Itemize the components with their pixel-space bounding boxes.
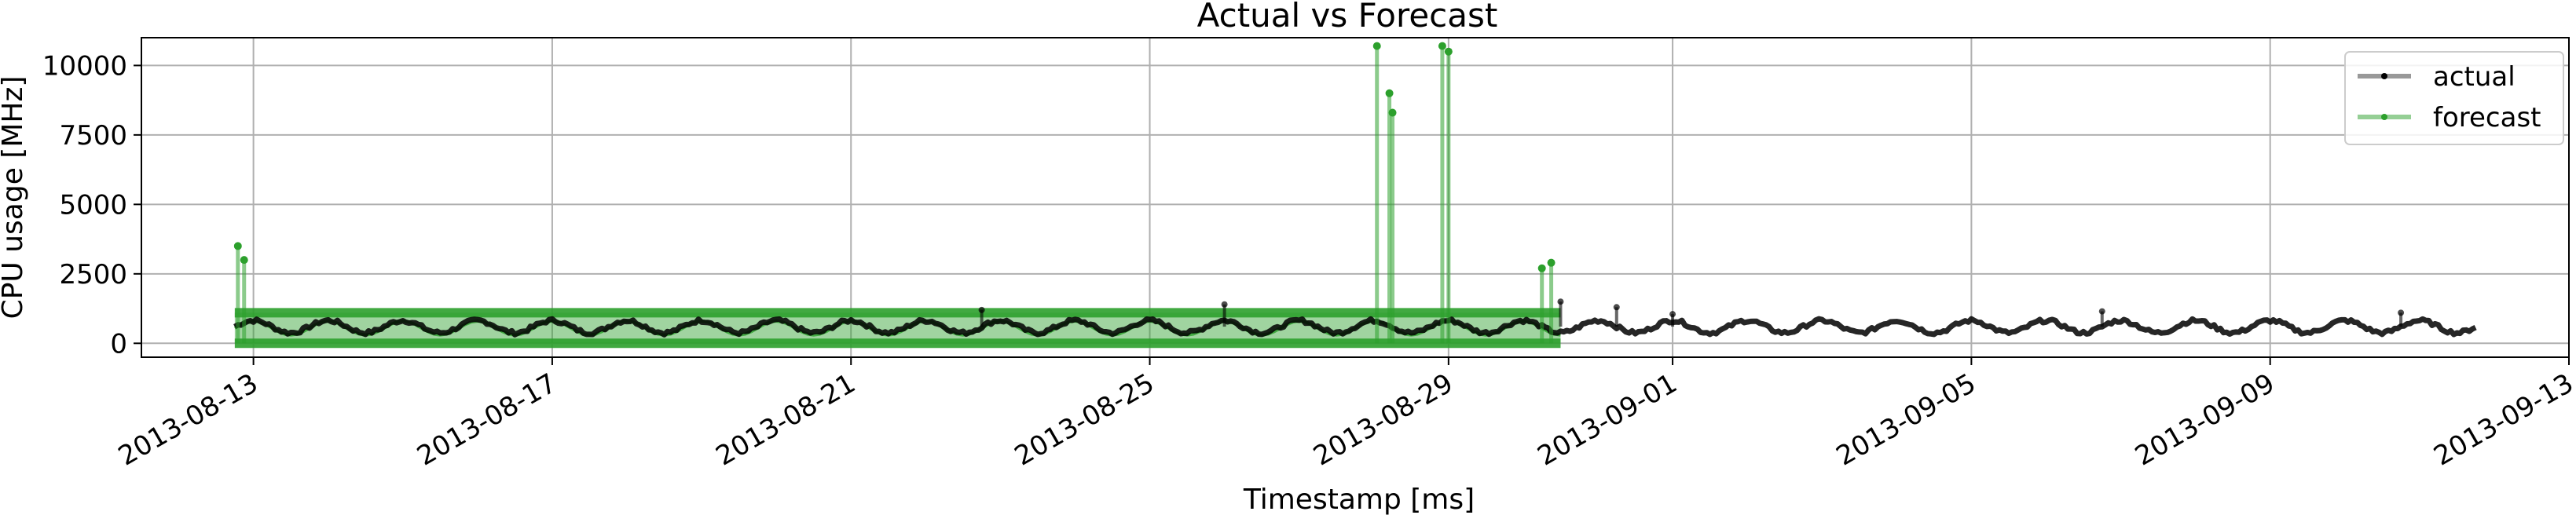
x-axis-label: Timestamp [ms] (1243, 484, 1475, 515)
forecast-point (233, 242, 242, 250)
y-axis-label: CPU usage [MHz] (0, 76, 29, 320)
actual-point (1669, 311, 1676, 318)
legend-label-forecast: forecast (2433, 102, 2541, 133)
actual-point (2398, 309, 2405, 316)
y-tick-label: 10000 (42, 50, 127, 82)
actual-point (1221, 301, 1228, 308)
legend-box (2344, 51, 2564, 145)
forecast-point (240, 256, 248, 265)
forecast-point (1385, 89, 1394, 97)
legend: actual forecast (2344, 51, 2564, 145)
y-tick-label: 2500 (59, 259, 127, 290)
plot-frame (141, 37, 2570, 358)
y-axis: 0 2500 5000 7500 10000 (42, 50, 141, 360)
actual-point (1557, 298, 1564, 305)
forecast-point (1388, 108, 1397, 117)
actual-line (233, 316, 2477, 338)
forecast-point (1438, 42, 1446, 50)
plot-area (233, 42, 2477, 349)
legend-marker-actual (2381, 73, 2387, 79)
forecast-point (1372, 42, 1381, 50)
legend-label-actual: actual (2433, 61, 2516, 93)
y-tick-label: 5000 (59, 189, 127, 221)
actual-point (1613, 304, 1620, 311)
actual-point (2098, 308, 2105, 315)
y-tick-label: 0 (110, 328, 127, 360)
forecast-point (1537, 264, 1546, 272)
y-tick-label: 7500 (59, 120, 127, 152)
actual-point (978, 306, 985, 313)
forecast-point (1444, 47, 1453, 56)
legend-marker-forecast (2381, 114, 2387, 120)
chart-title: Actual vs Forecast (1197, 0, 1498, 35)
forecast-point (1547, 258, 1555, 267)
